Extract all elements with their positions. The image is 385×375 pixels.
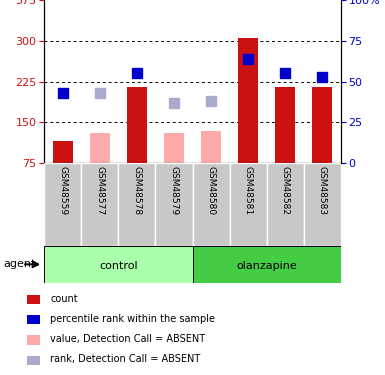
Text: GSM48582: GSM48582: [281, 166, 290, 215]
Text: GSM48578: GSM48578: [132, 166, 141, 216]
FancyBboxPatch shape: [156, 163, 192, 246]
Text: percentile rank within the sample: percentile rank within the sample: [50, 314, 215, 324]
FancyBboxPatch shape: [267, 163, 304, 246]
FancyBboxPatch shape: [27, 336, 40, 345]
Text: GSM48581: GSM48581: [244, 166, 253, 216]
Text: olanzapine: olanzapine: [236, 261, 297, 271]
Bar: [127, 87, 147, 163]
FancyBboxPatch shape: [192, 246, 341, 283]
Text: GSM48577: GSM48577: [95, 166, 104, 216]
Bar: [238, 38, 258, 163]
Text: agent: agent: [4, 260, 36, 269]
FancyBboxPatch shape: [304, 163, 341, 246]
Text: GSM48579: GSM48579: [169, 166, 179, 216]
FancyBboxPatch shape: [27, 315, 40, 324]
Bar: [164, 133, 184, 163]
FancyBboxPatch shape: [44, 163, 81, 246]
Text: rank, Detection Call = ABSENT: rank, Detection Call = ABSENT: [50, 354, 200, 364]
Text: control: control: [99, 261, 138, 271]
Text: GSM48559: GSM48559: [58, 166, 67, 216]
Bar: [275, 87, 295, 163]
FancyBboxPatch shape: [229, 163, 267, 246]
Text: value, Detection Call = ABSENT: value, Detection Call = ABSENT: [50, 334, 205, 344]
FancyBboxPatch shape: [44, 246, 192, 283]
FancyBboxPatch shape: [27, 356, 40, 365]
Text: GSM48580: GSM48580: [206, 166, 216, 216]
Bar: [312, 87, 332, 163]
FancyBboxPatch shape: [119, 163, 156, 246]
Bar: [53, 141, 73, 163]
Bar: [201, 130, 221, 163]
Text: GSM48583: GSM48583: [318, 166, 327, 216]
Bar: [90, 133, 110, 163]
Text: count: count: [50, 294, 78, 304]
FancyBboxPatch shape: [27, 295, 40, 304]
FancyBboxPatch shape: [192, 163, 229, 246]
FancyBboxPatch shape: [81, 163, 119, 246]
